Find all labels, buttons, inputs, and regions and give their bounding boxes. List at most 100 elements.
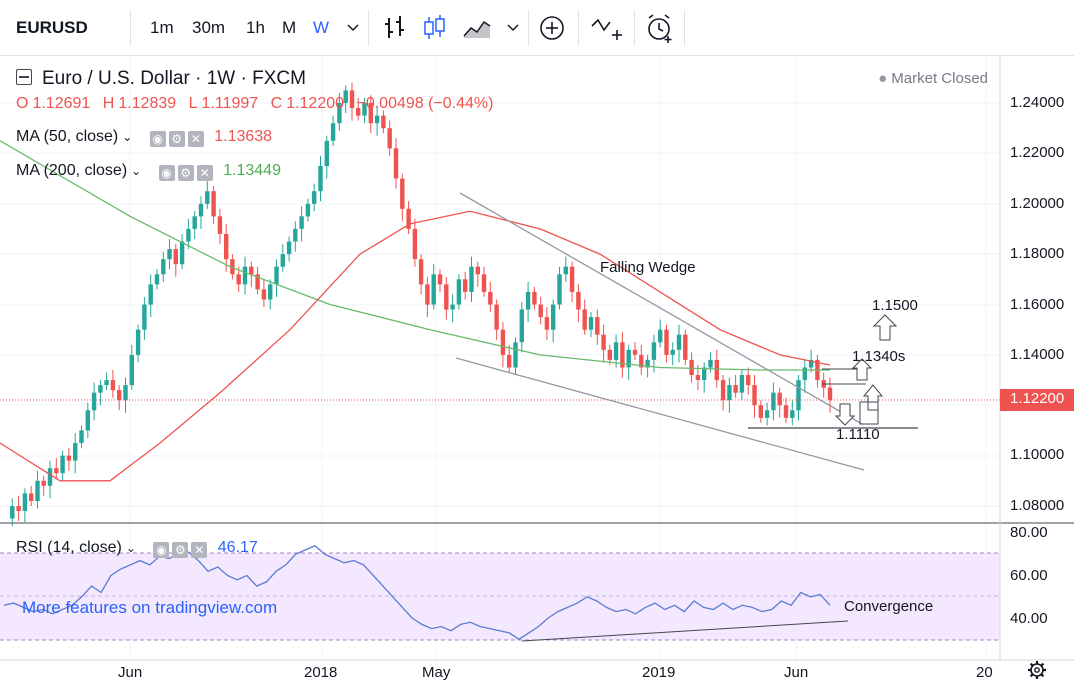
candle-body — [337, 103, 342, 124]
candle-body — [796, 380, 801, 411]
candle-body — [186, 228, 191, 242]
interval-1m[interactable]: 1m — [150, 18, 174, 37]
candle-body — [607, 349, 612, 360]
close-icon[interactable]: ✕ — [187, 131, 204, 147]
interval-monthly[interactable]: M — [282, 18, 297, 37]
candle-body — [318, 166, 323, 192]
ma200-label: MA (200, close) — [16, 162, 128, 179]
interval-weekly[interactable]: W — [313, 18, 330, 37]
bracket-shape — [859, 401, 879, 425]
gear-icon[interactable]: ⚙ — [172, 542, 189, 558]
eye-icon[interactable]: ◉ — [158, 165, 175, 181]
chevron-down-icon[interactable]: ⌄ — [122, 130, 133, 144]
gear-icon[interactable]: ⚙ — [168, 131, 185, 147]
rsi-trend-line[interactable] — [521, 620, 849, 642]
ma200-legend[interactable]: MA (200, close) ⌄ ◉ ⚙ ✕ 1.13449 — [16, 162, 281, 181]
close-icon[interactable]: ✕ — [196, 165, 213, 181]
low-value: 1.11997 — [201, 95, 259, 112]
collapse-legend-icon[interactable] — [16, 69, 32, 85]
candle-body — [708, 359, 713, 368]
chart-title: Euro / U.S. Dollar · 1W · FXCM — [42, 68, 306, 89]
add-indicator-icon[interactable] — [538, 14, 566, 42]
pattern-annotation[interactable]: Falling Wedge — [600, 259, 696, 276]
market-status-label: Market Closed — [891, 70, 988, 87]
candle-body — [658, 329, 663, 343]
market-status: ● Market Closed — [878, 70, 988, 87]
support-annotation[interactable]: 1.1110 — [836, 426, 880, 443]
candle-body — [154, 274, 160, 285]
ma50-legend[interactable]: MA (50, close) ⌄ ◉ ⚙ ✕ 1.13638 — [16, 128, 272, 147]
candle-body — [720, 380, 726, 401]
candle-body — [557, 274, 562, 305]
high-value: 1.12839 — [118, 95, 177, 112]
settings-icon[interactable] — [1028, 661, 1046, 679]
candle-body — [588, 317, 594, 330]
candle-body — [35, 480, 40, 501]
status-dot-icon: ● — [878, 70, 888, 87]
chevron-down-icon[interactable]: ⌄ — [125, 541, 136, 555]
target-annotation[interactable]: 1.1500 — [872, 297, 918, 314]
time-axis-label: Jun — [784, 664, 809, 681]
toolbar-divider — [578, 10, 579, 46]
area-style-icon[interactable] — [462, 16, 492, 40]
candle-body — [519, 309, 524, 343]
alert-icon[interactable] — [644, 12, 676, 44]
eye-icon[interactable]: ◉ — [149, 131, 166, 147]
candle-body — [274, 266, 279, 285]
chevron-down-icon[interactable]: ⌄ — [131, 164, 142, 178]
toolbar-divider — [528, 10, 529, 46]
candle-body — [293, 228, 298, 242]
chevron-down-icon[interactable] — [346, 22, 360, 34]
candle-body — [469, 266, 474, 292]
chevron-down-icon[interactable] — [506, 22, 520, 34]
candle-body — [173, 249, 178, 265]
eye-icon[interactable]: ◉ — [153, 542, 170, 558]
ma200-value: 1.13449 — [223, 162, 281, 179]
arrow-annotations[interactable] — [834, 314, 898, 426]
candle-body — [400, 178, 405, 209]
candle-body — [280, 254, 285, 267]
candle-body — [695, 375, 701, 380]
tradingview-watermark[interactable]: More features on tradingview.com — [22, 598, 278, 617]
candle-body — [752, 385, 757, 406]
candle-body — [456, 279, 462, 305]
candle-body — [739, 375, 745, 393]
wedge-lower-line[interactable] — [455, 357, 865, 471]
symbol-search[interactable]: EURUSD — [16, 18, 88, 37]
toolbar-divider — [684, 10, 685, 46]
ohlc-row: O 1.12691 H 1.12839 L 1.11997 C 1.12200 −0.0… — [16, 95, 497, 113]
candle-body — [576, 291, 581, 310]
rsi-annotation[interactable]: Convergence — [844, 598, 934, 615]
candle-body — [569, 266, 575, 292]
wedge-upper-line[interactable] — [459, 192, 863, 425]
candle-body — [626, 349, 631, 368]
candle-body — [645, 359, 650, 368]
rsi-legend[interactable]: RSI (14, close) ⌄ ◉ ⚙ ✕ 46.17 — [16, 539, 258, 558]
price-axis-label: 1.14000 — [1010, 346, 1065, 363]
interval-1h[interactable]: 1h — [246, 18, 265, 37]
candle-body — [758, 405, 763, 418]
candle-style-icon[interactable] — [422, 14, 448, 42]
candle-body — [29, 493, 34, 501]
compare-icon[interactable] — [590, 14, 626, 42]
level-annotation[interactable]: 1.1340s — [852, 348, 906, 365]
candle-body — [777, 392, 782, 406]
price-axis-label: 1.10000 — [1010, 446, 1065, 463]
candle-body — [463, 279, 468, 292]
toolbar-divider — [130, 10, 131, 46]
close-icon[interactable]: ✕ — [191, 542, 208, 558]
candle-body — [689, 359, 694, 375]
price-axis[interactable]: 1.24000 1.22000 1.20000 1.18000 1.16000 … — [1000, 56, 1074, 660]
price-axis-label: 1.22000 — [1010, 144, 1065, 161]
candle-body — [500, 329, 506, 355]
up-arrow-icon — [851, 358, 873, 381]
gear-icon[interactable]: ⚙ — [177, 165, 194, 181]
candle-body — [54, 468, 59, 474]
bar-style-icon[interactable] — [382, 14, 408, 42]
candle-body — [444, 284, 449, 310]
candlestick-series — [10, 82, 833, 527]
interval-30m[interactable]: 30m — [192, 18, 226, 37]
price-axis-label: 1.18000 — [1010, 245, 1065, 262]
candle-body — [91, 392, 97, 411]
